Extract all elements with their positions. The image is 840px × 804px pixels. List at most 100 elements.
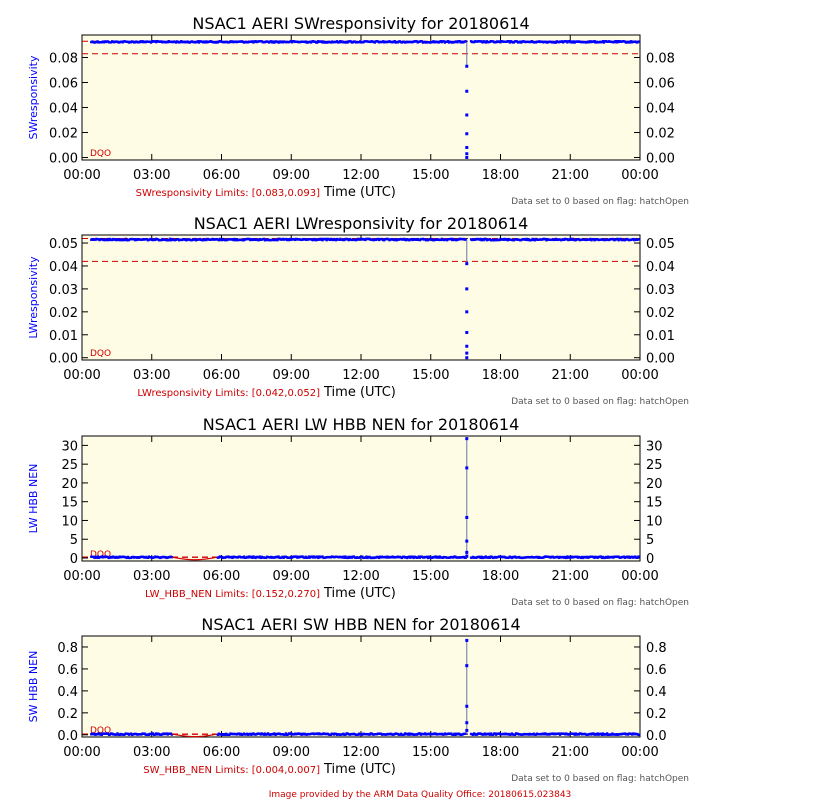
data-series [90,638,640,738]
data-point [173,733,175,735]
data-point [170,555,174,559]
data-point [184,558,187,560]
data-point [182,558,184,560]
chart-panel-3: NSAC1 AERI LW HBB NEN for 20180614 0 0 5 5 10… [27,415,689,608]
x-tick-label: 00:00 [63,168,100,183]
data-point [213,557,215,559]
data-point [228,733,231,736]
dqo-label: DQO [90,726,111,736]
spike-point [465,550,469,554]
data-point [212,557,214,559]
data-point [209,557,212,559]
y-tick-label-right: 10 [646,514,663,529]
data-point [204,558,206,560]
data-point [200,735,202,737]
data-point [190,559,192,561]
x-tick-label: 09:00 [273,368,310,383]
data-point [251,556,254,559]
chart-title: NSAC1 AERI SW HBB NEN for 20180614 [201,615,520,634]
data-point [181,558,183,560]
data-point [212,734,214,736]
data-point [203,558,205,560]
y-tick-label-left: 5 [70,533,78,548]
data-point [204,735,206,737]
data-point [214,557,216,559]
data-point [200,558,202,561]
x-tick-label: 00:00 [63,368,100,383]
limits-text: SWresponsivity Limits: [0.083,0.093] [136,188,320,199]
spike-point [465,728,469,732]
data-point [420,40,424,43]
data-point [637,40,640,43]
x-tick-label: 03:00 [133,569,170,584]
data-point [180,558,182,560]
plot-area [81,635,641,738]
dqo-label: DQO [90,550,111,560]
data-point [198,735,200,738]
x-tick-label: 03:00 [133,745,170,760]
y-tick-label-right: 0.4 [646,685,667,700]
spike-point [465,262,469,266]
data-point [192,559,194,561]
data-point [96,555,99,558]
chart-title: NSAC1 AERI LW HBB NEN for 20180614 [203,415,520,434]
data-point [176,557,178,559]
y-axis-label: LWresponsivity [27,256,40,339]
y-tick-label-right: 0 [646,552,654,567]
data-point [173,556,175,559]
x-axis-label: Time (UTC) [323,762,396,777]
x-tick-label: 15:00 [412,368,449,383]
y-tick-label-right: 0.04 [646,260,675,275]
y-tick-label-right: 0.02 [646,306,675,321]
data-point [464,238,468,241]
chart-panel-2: NSAC1 AERI LWresponsivity for 20180614 0.… [27,214,689,407]
spike-point [465,437,469,441]
data-point [206,735,209,737]
spike-point [465,664,469,668]
x-tick-label: 06:00 [203,168,240,183]
data-point [198,559,200,561]
limits-text: SW_HBB_NEN Limits: [0.004,0.007] [143,765,320,776]
y-tick-label-left: 20 [61,477,78,492]
x-tick-label: 21:00 [552,168,589,183]
data-series [90,39,640,159]
data-point [175,557,177,559]
spike-point [465,64,469,68]
data-point [206,558,209,560]
data-point [199,558,201,561]
x-axis-label: Time (UTC) [323,586,396,601]
spike-point [465,287,469,291]
data-point [491,733,495,737]
spike-point [465,152,469,156]
data-point [202,558,204,560]
data-point [565,556,568,560]
y-tick-label-left: 0.0 [57,729,78,744]
data-point [446,40,450,43]
data-point [214,733,216,736]
data-point [211,557,213,559]
data-point [185,558,188,560]
data-point [211,734,213,736]
y-tick-label-right: 15 [646,496,663,511]
x-tick-label: 09:00 [273,569,310,584]
y-tick-label-right: 20 [646,477,663,492]
data-point [178,734,180,736]
y-tick-label-right: 0.8 [646,641,667,656]
data-point [194,559,196,561]
y-axis-label: SWresponsivity [27,55,40,139]
spike-point [465,330,469,334]
data-point [179,557,181,560]
y-tick-label-left: 15 [61,496,78,511]
x-tick-label: 18:00 [482,368,519,383]
data-point [124,237,128,241]
y-tick-label-right: 0.2 [646,707,667,722]
data-point [484,41,487,44]
spike-point [465,638,469,642]
y-tick-label-right: 0.6 [646,663,667,678]
spike-point [465,704,469,708]
y-tick-label-left: 0.8 [57,641,78,656]
data-point [191,735,193,738]
y-axis-label: SW HBB NEN [27,651,40,723]
y-tick-label-left: 10 [61,514,78,529]
x-tick-label: 03:00 [133,168,170,183]
